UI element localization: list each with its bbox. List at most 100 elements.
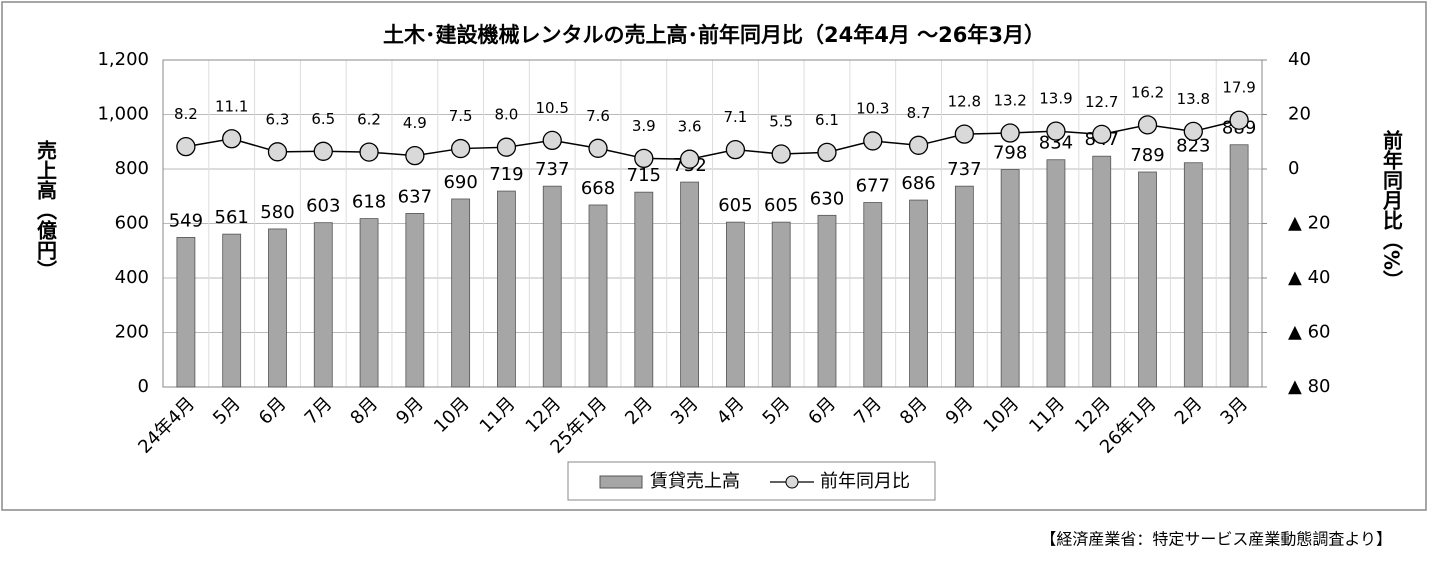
line-value-label: 3.9: [632, 117, 656, 135]
line-value-label: 4.9: [403, 114, 427, 132]
bar-value-label: 737: [947, 159, 981, 180]
bar: [863, 202, 883, 388]
line-marker: [1000, 123, 1020, 143]
line-marker: [1229, 110, 1249, 130]
bar: [542, 185, 562, 388]
line-value-label: 17.9: [1222, 79, 1255, 97]
bar-value-label: 823: [1176, 136, 1210, 157]
line-value-label: 11.1: [215, 97, 248, 115]
line-marker: [1092, 124, 1112, 145]
line-value-label: 10.3: [856, 99, 889, 117]
y2-tick-label: 20: [1288, 104, 1311, 125]
line-value-label: 7.6: [586, 107, 610, 125]
bar-value-label: 686: [901, 173, 935, 194]
legend-label: 前年同月比: [820, 471, 910, 492]
plot-frame: [162, 59, 1263, 388]
bar: [1046, 159, 1066, 388]
bar: [680, 181, 700, 388]
bar: [634, 191, 654, 388]
line-value-label: 8.0: [495, 106, 519, 124]
line-marker: [771, 144, 791, 164]
line-marker: [405, 145, 425, 166]
bar: [954, 185, 974, 388]
y-tick-label: 200: [115, 322, 149, 343]
bar-value-label: 603: [306, 196, 340, 217]
line-value-label: 13.8: [1177, 90, 1210, 108]
line-value-label: 7.5: [449, 107, 473, 125]
bar: [817, 214, 837, 388]
bar-value-label: 561: [215, 207, 249, 228]
line-value-label: 13.2: [993, 92, 1026, 110]
line-value-label: 12.8: [948, 93, 981, 111]
line-marker: [313, 141, 333, 161]
line-value-label: 16.2: [1131, 83, 1164, 101]
y2-tick-label: 40: [1288, 49, 1311, 70]
bar: [497, 190, 516, 388]
bar-value-label: 690: [443, 172, 477, 193]
line-value-label: 6.3: [266, 110, 290, 128]
line-value-label: 13.9: [1039, 90, 1072, 108]
line-marker: [1137, 115, 1158, 135]
bar: [268, 228, 287, 388]
bar: [909, 199, 928, 388]
bar: [1000, 169, 1020, 388]
line-marker: [863, 131, 883, 151]
bar-value-label: 630: [810, 188, 844, 209]
legend-bar-swatch: [599, 475, 643, 489]
chart-title: 土木･建設機械レンタルの売上高･前年同月比（24年4月 ～26年3月）: [383, 23, 1045, 47]
line-marker: [954, 124, 975, 144]
bar-value-label: 637: [398, 186, 432, 207]
line-marker: [267, 142, 288, 162]
bar-value-label: 798: [993, 143, 1027, 164]
bar: [1092, 155, 1112, 388]
bar: [1138, 171, 1157, 388]
y-tick-label: 1,200: [97, 49, 149, 70]
line-marker: [176, 137, 196, 157]
line-marker: [908, 135, 929, 155]
y2-tick-label: ▲ 60: [1288, 322, 1330, 343]
bar: [1183, 162, 1203, 388]
line-marker: [450, 138, 471, 159]
bar-value-label: 549: [169, 210, 203, 231]
y-axis-title: 売上高（億円）: [34, 140, 58, 280]
bar: [222, 233, 242, 388]
bar-value-label: 668: [581, 178, 615, 199]
chart-frame: [1, 1, 1427, 511]
bar: [588, 204, 608, 388]
y-tick-label: 400: [115, 267, 149, 288]
y2-tick-label: ▲ 20: [1288, 213, 1330, 234]
line-marker: [679, 149, 700, 169]
bar: [725, 221, 745, 388]
bar: [359, 218, 379, 388]
legend-label: 賃貸売上高: [650, 471, 740, 492]
y-tick-label: 1,000: [97, 104, 149, 125]
line-value-label: 8.7: [907, 104, 931, 122]
line-value-label: 7.1: [723, 108, 747, 126]
line-marker: [496, 137, 517, 157]
bar-value-label: 677: [856, 176, 890, 197]
line-marker: [542, 130, 562, 151]
bar-value-label: 715: [627, 165, 661, 186]
line-marker: [1046, 121, 1066, 141]
bar-value-label: 605: [764, 195, 798, 216]
y2-tick-label: 0: [1288, 158, 1299, 179]
line-marker: [817, 142, 837, 163]
y-tick-label: 0: [138, 376, 149, 397]
line-value-label: 8.2: [174, 105, 198, 123]
line-value-label: 12.7: [1085, 93, 1118, 111]
bar-value-label: 605: [718, 195, 752, 216]
line-value-label: 6.1: [815, 111, 839, 129]
y2-tick-label: ▲ 40: [1288, 267, 1330, 288]
bar: [451, 198, 471, 388]
bar: [1229, 144, 1249, 388]
bar: [405, 213, 425, 388]
bar-value-label: 580: [260, 202, 294, 223]
bar: [176, 236, 196, 388]
bar: [313, 222, 333, 388]
bar-value-label: 789: [1130, 145, 1164, 166]
legend-marker-swatch: [785, 475, 799, 489]
bar-value-label: 834: [1039, 133, 1073, 154]
line-marker: [1183, 121, 1203, 142]
